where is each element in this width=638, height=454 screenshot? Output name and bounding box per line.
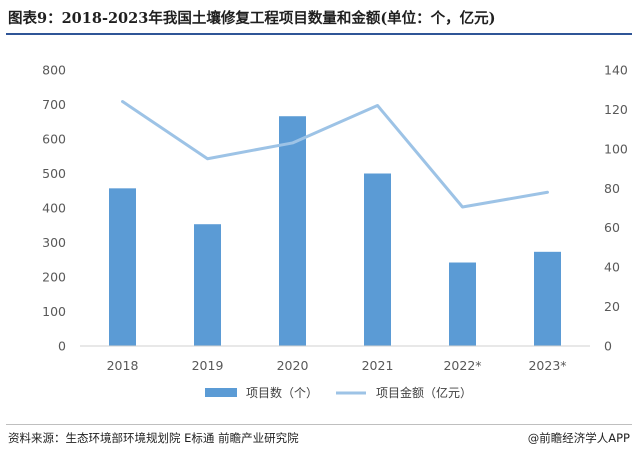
bar-series bbox=[109, 116, 561, 346]
bar-2019 bbox=[194, 224, 221, 346]
right-tick-label: 40 bbox=[604, 260, 620, 275]
left-tick-label: 500 bbox=[42, 166, 66, 181]
right-tick-label: 60 bbox=[604, 220, 620, 235]
x-tick-label: 2023* bbox=[528, 358, 566, 373]
left-tick-label: 600 bbox=[42, 132, 66, 147]
bar-2021 bbox=[364, 173, 391, 346]
left-tick-label: 200 bbox=[42, 270, 66, 285]
x-tick-label: 2021 bbox=[362, 358, 394, 373]
legend: 项目数（个） 项目金额（亿元） bbox=[205, 385, 472, 400]
source-note: 资料来源：生态环境部环境规划院 E标通 前瞻产业研究院 bbox=[8, 431, 299, 445]
right-tick-label: 20 bbox=[604, 299, 620, 314]
combo-chart: 0 100 200 300 400 500 600 700 800 0 20 40 60 80 100 12… bbox=[42, 63, 628, 401]
footer-rule bbox=[6, 424, 632, 425]
title-rule bbox=[6, 33, 632, 35]
x-tick-label: 2018 bbox=[107, 358, 139, 373]
right-tick-label: 120 bbox=[604, 102, 628, 117]
left-tick-label: 400 bbox=[42, 201, 66, 216]
left-axis-ticks: 0 100 200 300 400 500 600 700 800 bbox=[42, 63, 66, 354]
legend-bar-label: 项目数（个） bbox=[246, 385, 318, 400]
right-tick-label: 0 bbox=[604, 339, 612, 354]
left-tick-label: 100 bbox=[42, 304, 66, 319]
x-axis-ticks: 2018 2019 2020 2021 2022* 2023* bbox=[107, 358, 567, 373]
x-tick-label: 2019 bbox=[192, 358, 224, 373]
x-tick-label: 2020 bbox=[277, 358, 309, 373]
right-tick-label: 100 bbox=[604, 141, 628, 156]
amount-line bbox=[121, 100, 549, 209]
right-tick-label: 140 bbox=[604, 63, 628, 78]
x-tick-label: 2022* bbox=[443, 358, 481, 373]
left-tick-label: 300 bbox=[42, 235, 66, 250]
legend-line-label: 项目金额（亿元） bbox=[376, 385, 472, 400]
chart-title: 图表9：2018-2023年我国土壤修复工程项目数量和金额(单位：个，亿元) bbox=[8, 10, 496, 27]
bar-2023 bbox=[534, 251, 561, 346]
bar-2022 bbox=[449, 262, 476, 346]
right-axis-ticks: 0 20 40 60 80 100 120 140 bbox=[604, 63, 628, 354]
left-tick-label: 800 bbox=[42, 63, 66, 78]
bar-2020 bbox=[279, 116, 306, 346]
legend-bar-swatch bbox=[205, 388, 237, 397]
bar-2018 bbox=[109, 188, 136, 346]
left-tick-label: 0 bbox=[58, 339, 66, 354]
left-tick-label: 700 bbox=[42, 97, 66, 112]
right-tick-label: 80 bbox=[604, 181, 620, 196]
brand-credit: @前瞻经济学人APP bbox=[527, 431, 630, 445]
line-series bbox=[121, 100, 549, 209]
